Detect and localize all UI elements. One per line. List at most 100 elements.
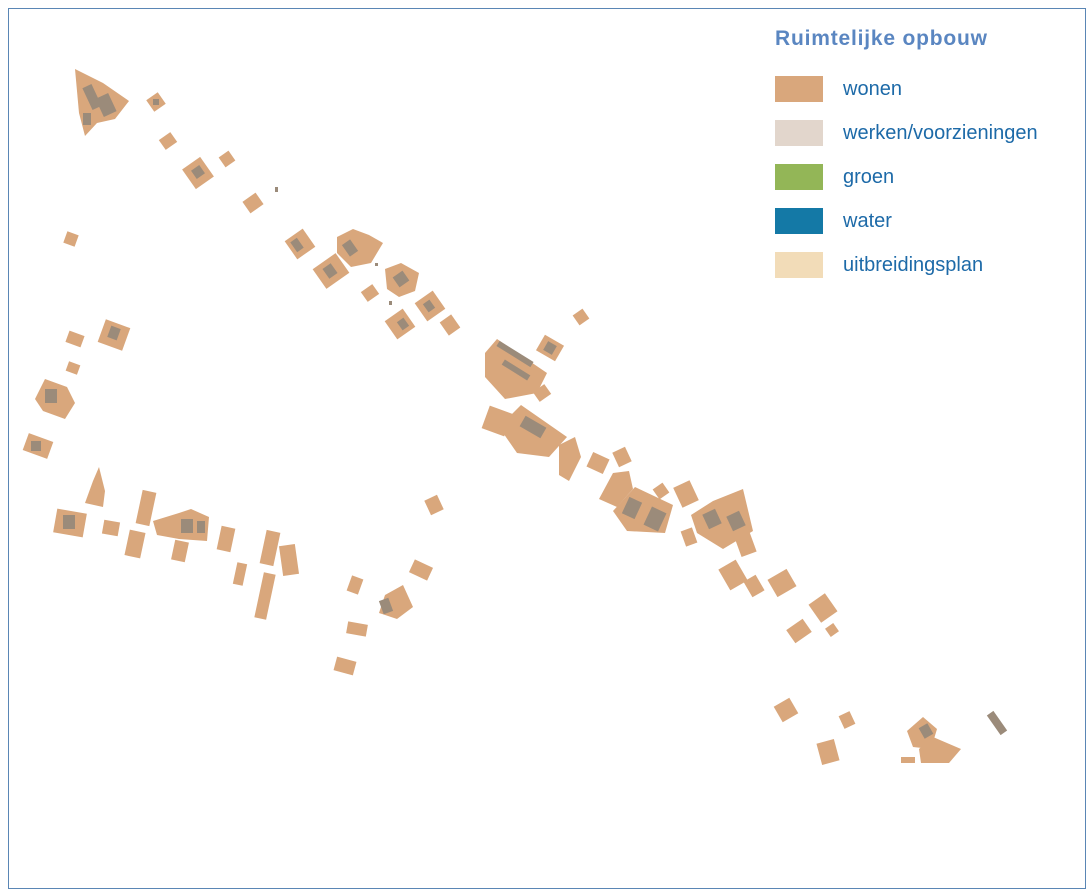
parcel	[599, 471, 633, 507]
parcel	[652, 482, 670, 500]
map-frame: Ruimtelijke opbouw wonen werken/voorzien…	[8, 8, 1086, 889]
building	[290, 237, 304, 253]
parcel	[85, 467, 105, 507]
legend-label-water: water	[843, 209, 892, 232]
parcel	[612, 446, 632, 468]
legend: Ruimtelijke opbouw wonen werken/voorzien…	[775, 27, 1085, 287]
parcel	[680, 527, 698, 547]
building	[422, 299, 436, 313]
parcel	[101, 519, 121, 537]
building	[83, 113, 91, 125]
legend-swatch-werken-voorzieningen	[775, 120, 823, 146]
parcels-west	[22, 319, 300, 620]
parcel	[254, 572, 276, 620]
building	[519, 415, 547, 439]
map-canvas[interactable]	[9, 9, 1086, 889]
building	[501, 359, 531, 381]
building	[95, 92, 117, 118]
legend-title: Ruimtelijke opbouw	[775, 27, 988, 50]
building	[275, 187, 278, 192]
parcels-south-east	[773, 697, 961, 765]
parcel	[333, 656, 357, 676]
parcel	[218, 150, 236, 168]
building	[82, 84, 102, 110]
parcel	[838, 711, 856, 729]
parcel	[346, 575, 364, 595]
parcel	[232, 562, 248, 586]
parcels-south-central	[333, 494, 444, 676]
building	[153, 99, 159, 105]
parcel	[337, 229, 383, 267]
parcel	[532, 384, 552, 402]
building	[375, 263, 378, 266]
parcel	[767, 568, 797, 598]
building	[191, 165, 205, 179]
parcel	[559, 437, 581, 481]
parcel	[718, 559, 748, 591]
building	[181, 519, 193, 533]
parcel	[242, 192, 264, 214]
parcel	[408, 559, 434, 581]
legend-item-groen[interactable]: groen	[775, 155, 1085, 199]
parcel	[743, 574, 765, 598]
legend-item-uitbreidingsplan[interactable]: uitbreidingsplan	[775, 243, 1085, 287]
buildings	[31, 84, 1008, 739]
legend-swatch-groen	[775, 164, 823, 190]
parcel	[733, 528, 757, 558]
building	[341, 239, 359, 257]
parcel	[816, 739, 840, 765]
building	[378, 597, 394, 615]
parcels-north	[63, 69, 590, 340]
building	[918, 723, 934, 739]
legend-label-uitbreidingsplan: uitbreidingsplan	[843, 253, 984, 276]
building	[621, 496, 643, 520]
parcels-central	[481, 334, 839, 644]
parcel	[346, 621, 368, 637]
parcel	[808, 593, 838, 623]
legend-label-groen: groen	[843, 165, 895, 188]
parcel	[124, 529, 146, 559]
parcel	[773, 697, 799, 723]
parcel	[586, 451, 610, 475]
legend-swatch-wonen	[775, 76, 823, 102]
building	[392, 270, 410, 288]
legend-swatch-water	[775, 208, 823, 234]
building	[702, 508, 722, 530]
parcel	[919, 737, 961, 763]
parcel	[360, 284, 380, 302]
building	[63, 515, 75, 529]
building	[389, 301, 392, 305]
building	[726, 510, 746, 532]
parcel	[63, 231, 79, 247]
parcel	[786, 618, 812, 644]
parcel	[901, 757, 915, 763]
parcel	[439, 314, 461, 336]
building	[197, 521, 205, 533]
parcel	[158, 132, 178, 150]
building	[31, 441, 41, 451]
legend-item-wonen[interactable]: wonen	[775, 67, 1085, 111]
building	[543, 341, 557, 355]
legend-label-werken-voorzieningen: werken/voorzieningen	[843, 121, 1038, 144]
building	[107, 325, 121, 341]
legend-label-wonen: wonen	[843, 77, 902, 100]
building	[986, 710, 1008, 736]
building	[643, 506, 667, 532]
parcel	[259, 529, 281, 567]
legend-swatch-uitbreidingsplan	[775, 252, 823, 278]
legend-item-werken-voorzieningen[interactable]: werken/voorzieningen	[775, 111, 1085, 155]
parcel	[572, 308, 590, 326]
building	[322, 263, 338, 279]
building	[396, 317, 410, 331]
parcel	[65, 330, 85, 348]
parcel	[825, 623, 839, 637]
parcel	[65, 361, 81, 375]
parcel	[135, 489, 157, 527]
parcel	[673, 480, 699, 508]
parcel	[216, 525, 236, 553]
legend-item-water[interactable]: water	[775, 199, 1085, 243]
parcel	[424, 494, 444, 516]
building	[45, 389, 57, 403]
building	[496, 340, 534, 368]
parcel	[278, 544, 300, 576]
